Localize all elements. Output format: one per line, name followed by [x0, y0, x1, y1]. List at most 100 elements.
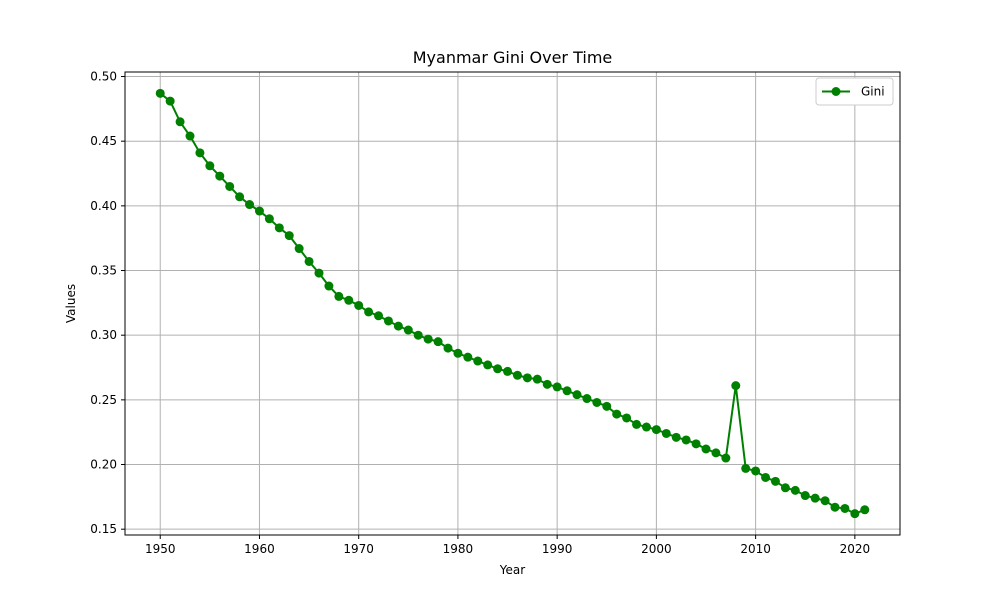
data-point	[294, 244, 304, 254]
data-point	[254, 206, 264, 216]
data-point	[671, 432, 681, 442]
data-point	[572, 390, 582, 400]
data-point	[354, 300, 364, 310]
y-tick-label: 0.50	[90, 70, 117, 84]
data-point	[681, 435, 691, 445]
data-point	[661, 428, 671, 438]
legend-marker	[831, 87, 841, 96]
data-point	[602, 401, 612, 411]
data-point	[731, 381, 741, 391]
data-point	[800, 491, 810, 501]
y-tick-label: 0.25	[90, 393, 117, 407]
y-tick-label: 0.40	[90, 199, 117, 213]
ticks: 1950 1960 1970 1980 1990 2000 2010 2020 0.15 0.20…	[90, 70, 870, 556]
data-point	[552, 382, 562, 392]
data-point	[503, 366, 513, 376]
data-point	[374, 311, 384, 321]
data-point	[691, 439, 701, 449]
data-point	[393, 321, 403, 331]
data-point	[790, 485, 800, 495]
data-point	[850, 509, 860, 519]
data-point	[205, 161, 215, 171]
y-tick-label: 0.20	[90, 458, 117, 472]
x-tick-label: 1970	[343, 542, 374, 556]
data-point	[512, 370, 522, 380]
data-point	[413, 330, 423, 340]
data-point	[840, 503, 850, 513]
data-point	[721, 453, 731, 463]
x-tick-label: 2000	[641, 542, 672, 556]
data-point	[364, 307, 374, 317]
x-tick-label: 2020	[840, 542, 871, 556]
data-point	[324, 281, 334, 291]
data-point	[741, 463, 751, 473]
x-tick-label: 2010	[740, 542, 771, 556]
data-point	[532, 374, 542, 384]
chart-title: Myanmar Gini Over Time	[413, 48, 613, 67]
data-point	[155, 88, 165, 98]
data-point	[453, 348, 463, 358]
data-point	[284, 231, 294, 241]
data-point	[562, 386, 572, 396]
grid	[125, 72, 900, 535]
data-point	[423, 334, 433, 344]
plot-frame	[124, 71, 901, 536]
x-tick-label: 1990	[542, 542, 573, 556]
y-tick-label: 0.45	[90, 134, 117, 148]
data-point	[711, 448, 721, 458]
data-point	[820, 496, 830, 506]
data-point	[463, 352, 473, 362]
data-point	[860, 505, 870, 515]
y-tick-label: 0.15	[90, 522, 117, 536]
legend: Gini	[815, 77, 894, 106]
data-point	[344, 295, 354, 305]
data-point	[612, 409, 622, 419]
data-point	[542, 379, 552, 389]
data-point	[483, 360, 493, 370]
y-tick-label: 0.35	[90, 264, 117, 278]
data-point	[334, 291, 344, 301]
data-point	[641, 422, 651, 432]
legend-box	[815, 77, 894, 106]
data-point	[493, 364, 503, 374]
data-point	[830, 502, 840, 512]
data-point	[582, 394, 592, 404]
data-point	[622, 413, 632, 423]
y-axis-label: Values	[64, 284, 78, 323]
data-point	[165, 96, 175, 106]
data-point	[592, 397, 602, 407]
x-axis-label: Year	[499, 563, 525, 577]
data-point	[761, 472, 771, 482]
data-point	[810, 493, 820, 503]
data-point	[403, 325, 413, 335]
data-point	[235, 192, 245, 202]
data-point	[274, 223, 284, 233]
y-tick-label: 0.30	[90, 328, 117, 342]
legend-label: Gini	[861, 85, 885, 99]
data-point	[473, 356, 483, 366]
data-point	[632, 419, 642, 429]
data-point	[522, 373, 532, 383]
data-point	[701, 444, 711, 454]
data-point	[314, 268, 324, 278]
data-point	[751, 466, 761, 476]
series-layer	[155, 88, 870, 519]
x-tick-label: 1980	[443, 542, 474, 556]
x-tick-label: 1960	[244, 542, 275, 556]
data-point	[175, 117, 185, 127]
data-point	[433, 337, 443, 347]
data-point	[195, 148, 205, 158]
data-point	[443, 343, 453, 353]
data-point	[264, 214, 274, 224]
data-point	[770, 476, 780, 486]
data-point	[225, 181, 235, 191]
data-point	[383, 316, 393, 326]
data-point	[651, 425, 661, 435]
data-point	[185, 131, 195, 141]
data-point	[245, 200, 255, 210]
x-tick-label: 1950	[145, 542, 176, 556]
data-point	[215, 171, 225, 181]
data-point	[780, 483, 790, 493]
data-point	[304, 256, 314, 266]
